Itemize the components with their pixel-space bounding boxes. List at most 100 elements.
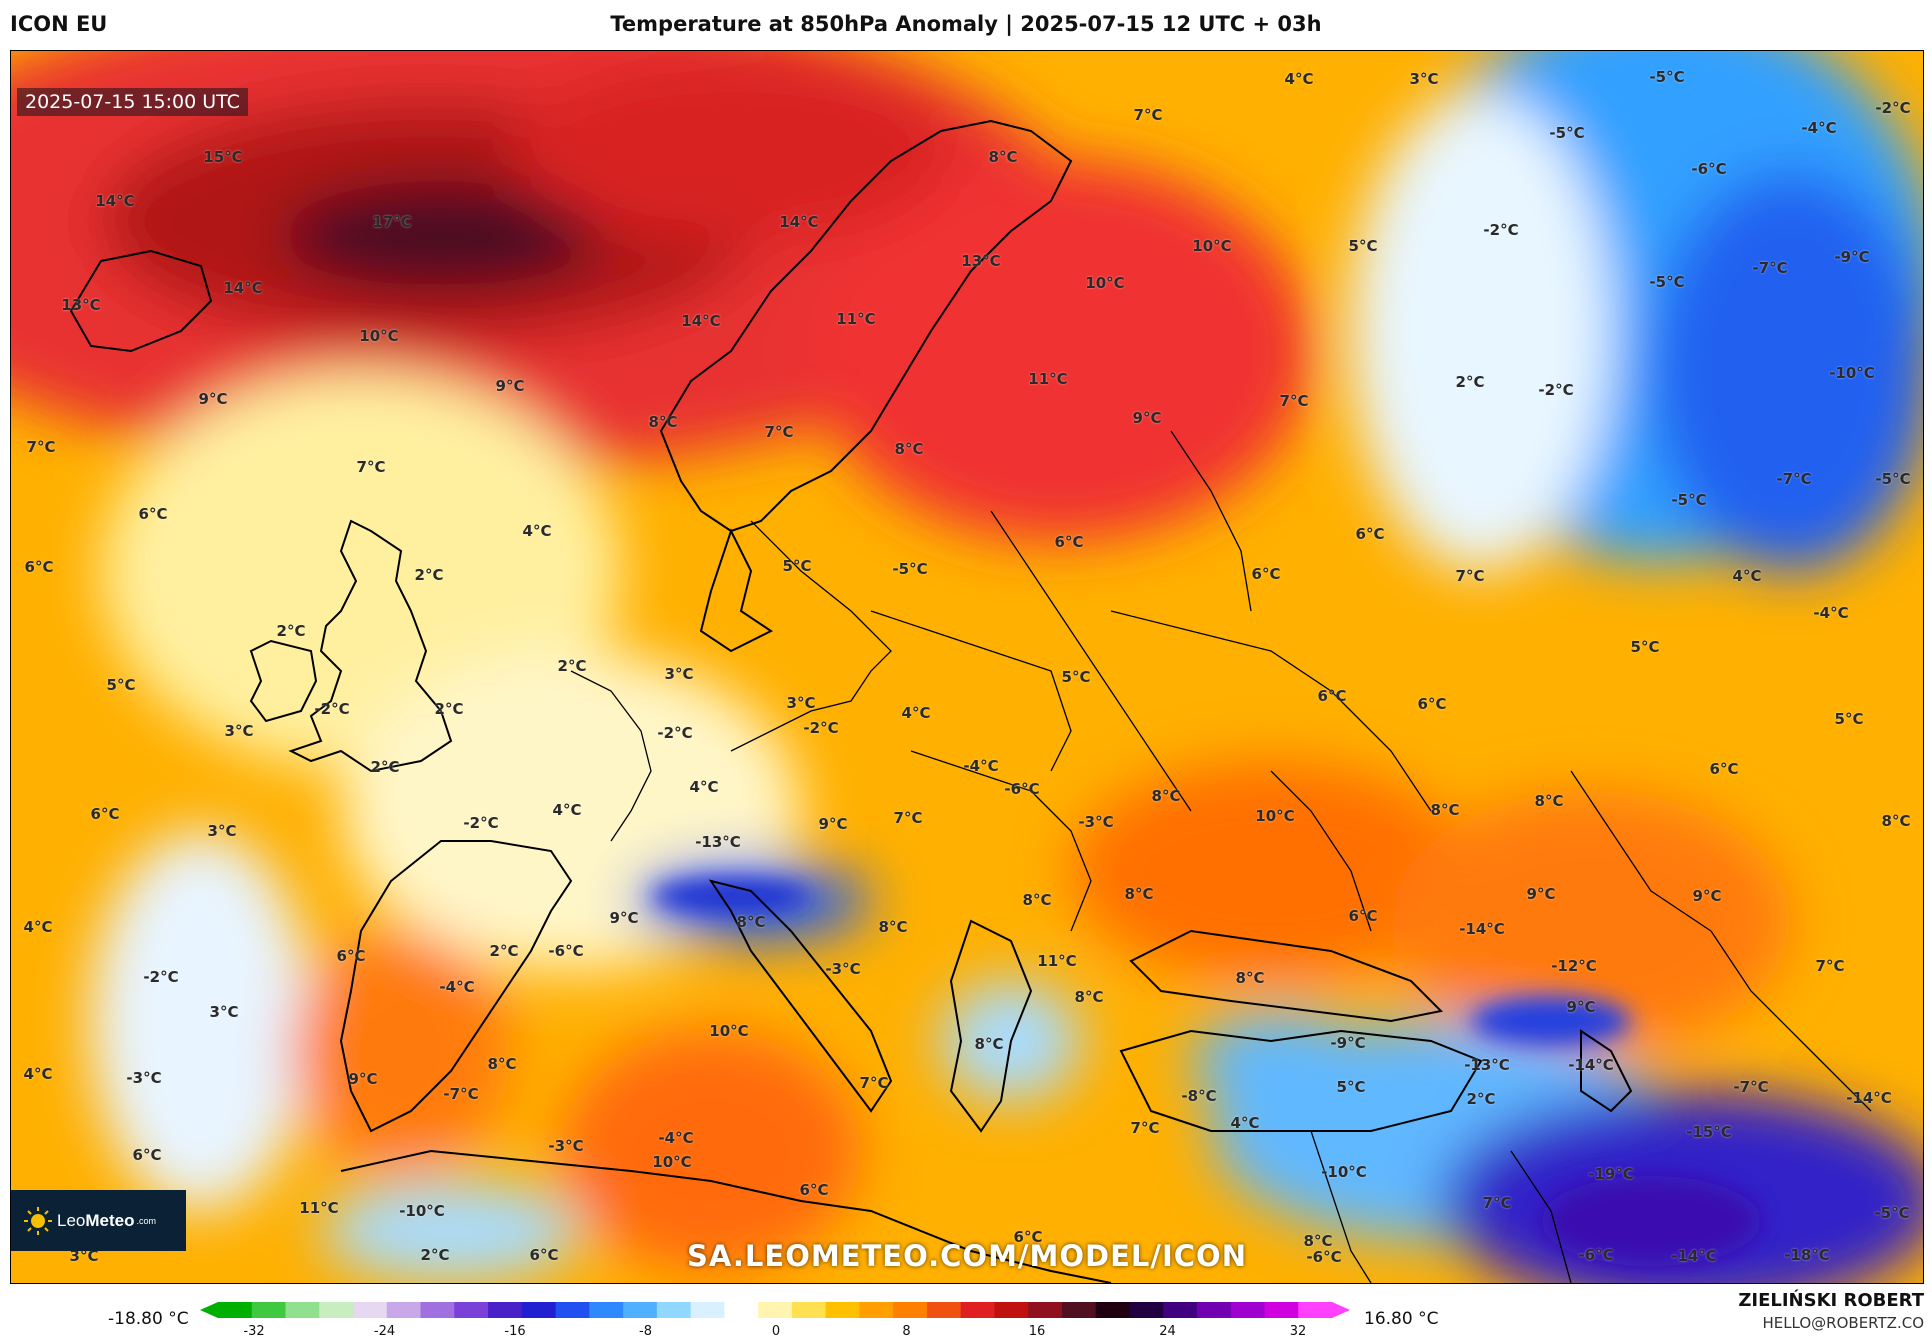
temperature-label: -2°C (1538, 381, 1574, 399)
temperature-label: 3°C (69, 1247, 99, 1265)
temperature-label: 9°C (1566, 998, 1596, 1016)
temperature-label: -10°C (1321, 1163, 1367, 1181)
colorbar-swatch (1196, 1302, 1232, 1318)
temperature-label: 9°C (495, 377, 525, 395)
colorbar-tick-label: 32 (1289, 1324, 1307, 1339)
temperature-label: -3°C (1078, 813, 1114, 831)
temperature-label: 8°C (487, 1055, 517, 1073)
colorbar-swatch (386, 1302, 422, 1318)
temperature-label: 10°C (1192, 237, 1232, 255)
temperature-label: 13°C (961, 252, 1001, 270)
temperature-label: 9°C (609, 909, 639, 927)
temperature-label: 8°C (1303, 1232, 1333, 1250)
temperature-label: -4°C (439, 978, 475, 996)
temperature-label: -9°C (1330, 1034, 1366, 1052)
temperature-label: -6°C (1578, 1246, 1614, 1264)
temperature-label: -13°C (1464, 1056, 1510, 1074)
colorbar-tick-label: -16 (504, 1324, 526, 1339)
temperature-label: 5°C (1348, 237, 1378, 255)
temperature-label: 6°C (1709, 760, 1739, 778)
temperature-label: -15°C (1686, 1123, 1732, 1141)
country-borders (570, 430, 1872, 1283)
temperature-label: 9°C (348, 1070, 378, 1088)
colorbar-swatch (353, 1302, 388, 1318)
temperature-label: 14°C (681, 312, 721, 330)
temperature-label: 6°C (1054, 533, 1084, 551)
temperature-label: -9°C (1834, 248, 1870, 266)
temperature-label: -3°C (825, 960, 861, 978)
temperature-label: 5°C (782, 557, 812, 575)
colorbar-min-arrow (200, 1302, 218, 1318)
temperature-label: 8°C (736, 913, 766, 931)
temperature-label: -5°C (1649, 273, 1685, 291)
temperature-label: -5°C (892, 560, 928, 578)
temperature-label: 2°C (557, 657, 587, 675)
temperature-label: 2°C (420, 1246, 450, 1264)
colorbar-swatch (623, 1302, 658, 1318)
chart-title: Temperature at 850hPa Anomaly | 2025-07-… (610, 12, 1322, 36)
temperature-label: 10°C (1255, 807, 1295, 825)
leometeo-logo: LeoMeteo .com (11, 1190, 186, 1251)
colorbar-swatch (724, 1302, 759, 1318)
colorbar-tick-label: -32 (243, 1324, 265, 1339)
temperature-label: -2°C (1483, 221, 1519, 239)
temperature-label: 13°C (61, 296, 101, 314)
colorbar-swatch (285, 1302, 320, 1318)
anomaly-field (11, 51, 1923, 1283)
colorbar-swatch (1230, 1302, 1265, 1318)
colorbar-swatch (1095, 1302, 1130, 1318)
temperature-label: 9°C (1526, 885, 1556, 903)
temperature-label: 8°C (1430, 801, 1460, 819)
colorbar-swatch (825, 1302, 860, 1318)
temperature-label: 4°C (522, 522, 552, 540)
colorbar-swatch (994, 1302, 1029, 1318)
temperature-label: 8°C (1124, 885, 1154, 903)
author-name: ZIELIŃSKI ROBERT (1738, 1290, 1924, 1311)
colorbar-swatch (555, 1302, 590, 1318)
temperature-label: 3°C (209, 1003, 239, 1021)
temperature-label: 8°C (1074, 988, 1104, 1006)
temperature-label: 2°C (370, 758, 400, 776)
logo-text-leo: Leo (57, 1210, 86, 1230)
temperature-label: -3°C (126, 1069, 162, 1087)
temperature-label: 10°C (709, 1022, 749, 1040)
temperature-label: 9°C (1692, 887, 1722, 905)
temperature-label: 7°C (1279, 392, 1309, 410)
temperature-label: 6°C (90, 805, 120, 823)
temperature-label: -10°C (399, 1202, 445, 1220)
temperature-label: 11°C (1028, 370, 1068, 388)
temperature-label: 2°C (414, 566, 444, 584)
temperature-label: 4°C (23, 918, 53, 936)
colorbar-swatch (218, 1302, 253, 1318)
temperature-label: 11°C (836, 310, 876, 328)
temperature-label: 6°C (1013, 1228, 1043, 1246)
temperature-label: 14°C (95, 192, 135, 210)
temperature-label: 2°C (489, 942, 519, 960)
temperature-label: 2°C (1466, 1090, 1496, 1108)
temperature-label: -5°C (1875, 470, 1911, 488)
temperature-label: 6°C (1348, 907, 1378, 925)
temperature-label: 4°C (1732, 567, 1762, 585)
colorbar-tick-label: -24 (373, 1324, 396, 1339)
colorbar-swatch (690, 1302, 725, 1318)
author-email: HELLO@ROBERTZ.CO (1762, 1314, 1924, 1332)
temperature-label: 8°C (1235, 969, 1265, 987)
temperature-label: 5°C (1834, 710, 1864, 728)
colorbar-swatch (1298, 1302, 1333, 1318)
watermark-url: SA.LEOMETEO.COM/MODEL/ICON (687, 1239, 1247, 1273)
temperature-label: 14°C (223, 279, 263, 297)
colorbar-min-label: -18.80 °C (108, 1309, 189, 1329)
colorbar-tick-label: -8 (639, 1324, 652, 1339)
temperature-label: 8°C (1022, 891, 1052, 909)
colorbar (200, 1302, 1350, 1318)
temperature-label: 7°C (1133, 106, 1163, 124)
temperature-label: -7°C (1752, 259, 1788, 277)
temperature-label: 7°C (859, 1074, 889, 1092)
temperature-label: -6°C (548, 942, 584, 960)
temperature-label: 6°C (138, 505, 168, 523)
colorbar-swatch (960, 1302, 995, 1318)
temperature-label: 4°C (901, 704, 931, 722)
colorbar-max-label: 16.80 °C (1364, 1309, 1439, 1329)
temperature-label: 8°C (988, 148, 1018, 166)
temperature-label: 11°C (1037, 952, 1077, 970)
